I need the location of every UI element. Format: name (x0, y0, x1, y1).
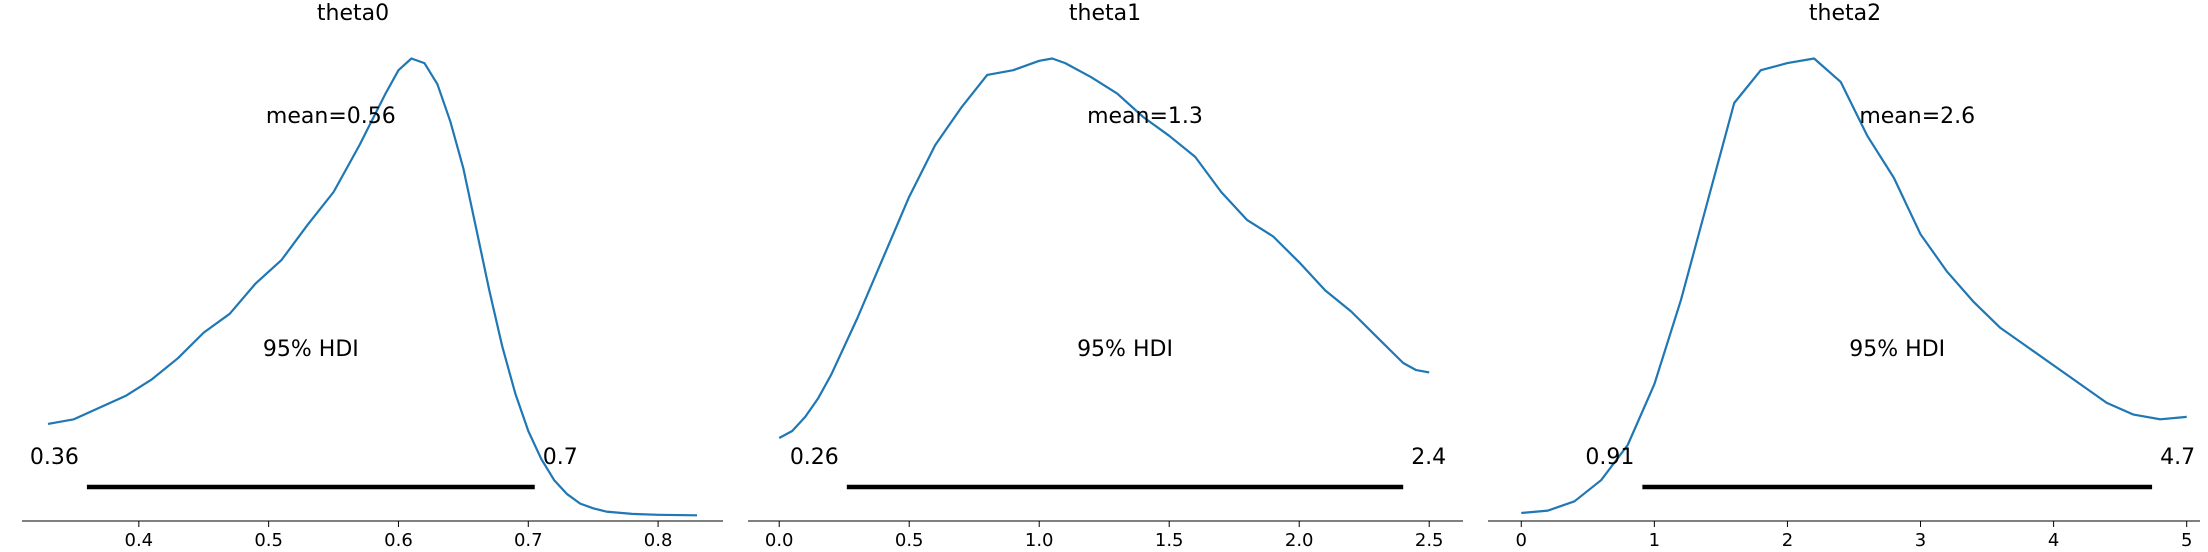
theta0-mean-label: mean=0.56 (266, 104, 396, 129)
theta1-tick-label: 2.0 (1285, 530, 1314, 551)
theta2-tick-label: 5 (2181, 530, 2192, 551)
theta1-hdi-high-label: 2.4 (1411, 445, 1446, 470)
theta1-tick-label: 2.5 (1415, 530, 1444, 551)
theta2-hdi-text: 95% HDI (1849, 337, 1945, 362)
theta0-tick-label: 0.5 (254, 530, 283, 551)
theta0-tick-label: 0.8 (644, 530, 673, 551)
theta2-hdi-high-label: 4.7 (2160, 445, 2195, 470)
theta2-density-line (1521, 57, 2187, 515)
theta2-panel: theta2 0 1 2 3 4 5 0.91 4.7 mean=2.6 95% HDI (1488, 1, 2200, 551)
theta1-tick-label: 0.5 (895, 530, 924, 551)
theta1-tick-label: 1.5 (1155, 530, 1184, 551)
theta2-mean-label: mean=2.6 (1859, 104, 1975, 129)
theta1-mean-label: mean=1.3 (1087, 104, 1203, 129)
theta2-tick-label: 2 (1782, 530, 1793, 551)
theta0-tick-label: 0.7 (514, 530, 543, 551)
theta2-tick-label: 0 (1516, 530, 1527, 551)
theta2-tick-label: 4 (2048, 530, 2059, 551)
theta1-title: theta1 (1069, 1, 1141, 26)
theta2-hdi-low-label: 0.91 (1585, 445, 1634, 470)
theta2-tick-label: 1 (1649, 530, 1660, 551)
theta1-panel: theta1 0.0 0.5 1.0 1.5 2.0 2.5 0.26 2.4 mean=1.3… (748, 1, 1463, 551)
theta1-tick-label: 0.0 (765, 530, 794, 551)
theta0-hdi-high-label: 0.7 (543, 445, 578, 470)
theta2-title: theta2 (1809, 1, 1881, 26)
theta2-tick-label: 3 (1915, 530, 1926, 551)
theta0-density-line (47, 57, 698, 517)
theta1-density-line (778, 57, 1430, 439)
theta0-tick-label: 0.6 (384, 530, 413, 551)
theta0-tick-label: 0.4 (125, 530, 154, 551)
theta0-hdi-low-label: 0.36 (30, 445, 79, 470)
theta1-hdi-text: 95% HDI (1077, 337, 1173, 362)
theta0-title: theta0 (317, 1, 389, 26)
theta0-panel: theta0 0.4 0.5 0.6 0.7 0.8 0.36 0.7 mean=0.56 95… (22, 1, 723, 551)
theta1-tick-label: 1.0 (1025, 530, 1054, 551)
theta0-hdi-text: 95% HDI (263, 337, 359, 362)
theta1-hdi-low-label: 0.26 (790, 445, 839, 470)
